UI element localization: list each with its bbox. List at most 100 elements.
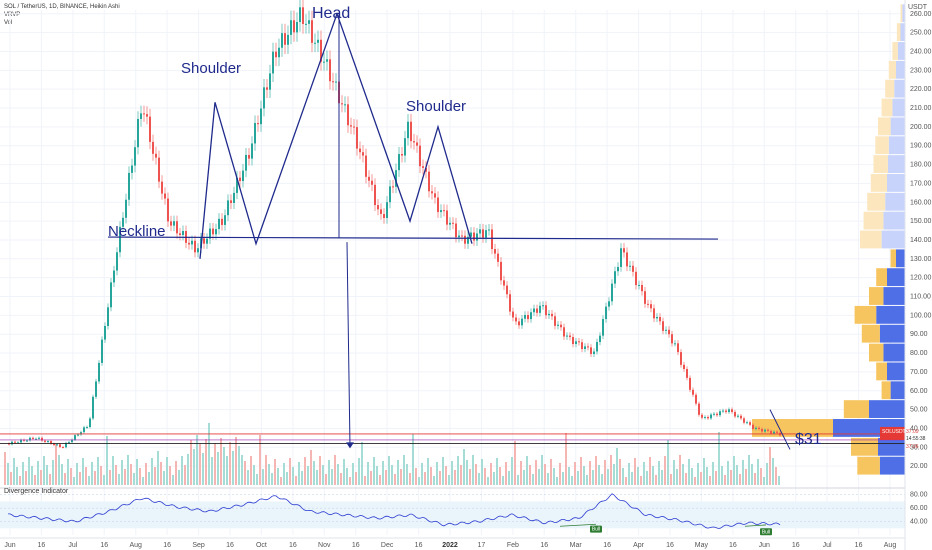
profile-bar-up — [857, 456, 880, 475]
profile-bar-up — [851, 437, 878, 456]
volume-bar — [598, 465, 600, 485]
volume-bar — [220, 438, 222, 485]
divergence-indicator-pane: 40.00 60.00 80.00 Bull Bull — [0, 487, 928, 536]
volume-bar — [721, 466, 723, 485]
y-tick-label: 220.00 — [910, 86, 932, 93]
volume-bar — [514, 441, 516, 485]
candle-body — [707, 416, 709, 419]
volume-bar — [154, 467, 156, 485]
indicator-tick-label: 80.00 — [910, 492, 928, 499]
profile-bar-up — [863, 211, 884, 230]
candle-body — [434, 193, 436, 198]
volume-bar — [655, 475, 657, 485]
volume-bar — [472, 455, 474, 485]
candle-body — [491, 229, 493, 250]
volume-bar — [601, 474, 603, 485]
volume-bar — [205, 439, 207, 485]
profile-bar-down — [876, 305, 905, 324]
volume-bar — [115, 465, 117, 485]
x-tick-label: 16 — [100, 542, 108, 549]
x-tick-label: 2022 — [442, 542, 458, 549]
y-tick-label: 100.00 — [910, 312, 932, 319]
volume-bar — [484, 468, 486, 485]
volume-bar — [640, 476, 642, 485]
candle-body — [308, 20, 310, 24]
volume-bar — [697, 463, 699, 485]
volume-bar — [22, 462, 24, 485]
profile-bar-down — [887, 268, 905, 287]
candle-body — [119, 226, 121, 253]
candle-body — [32, 437, 34, 439]
volume-bar — [232, 451, 234, 485]
profile-bar-down — [883, 287, 905, 305]
profile-bar-up — [854, 305, 877, 324]
volume-bar — [541, 455, 543, 485]
candle-body — [428, 171, 430, 192]
candle-body — [83, 427, 85, 433]
volume-bar — [517, 475, 519, 485]
volume-bar — [250, 456, 252, 485]
volume-bar — [409, 473, 411, 485]
volume-bar — [178, 470, 180, 485]
y-tick-label: 70.00 — [910, 369, 928, 376]
profile-bar-up — [881, 98, 893, 117]
volume-bar — [403, 455, 405, 485]
profile-bar-up — [867, 192, 886, 211]
volume-bar — [454, 470, 456, 485]
volume-bar — [175, 461, 177, 485]
candle-body — [602, 319, 604, 336]
candle-body — [479, 229, 481, 234]
volume-bar — [280, 477, 282, 485]
profile-bar-up — [876, 268, 887, 287]
indicator-tick-label: 40.00 — [910, 519, 928, 526]
candle-body — [704, 416, 706, 418]
volume-bar — [457, 456, 459, 485]
candle-body — [248, 154, 250, 159]
candle-body — [464, 235, 466, 244]
candle-body — [212, 228, 214, 235]
volume-bar — [367, 462, 369, 485]
volume-bar — [709, 476, 711, 485]
target-projection-line — [346, 242, 351, 448]
candle-body — [344, 104, 346, 106]
candle-body — [209, 228, 211, 239]
candle-body — [71, 439, 73, 443]
candle-body — [668, 329, 670, 335]
candle-body — [731, 409, 733, 412]
x-tick-label: 16 — [729, 542, 737, 549]
candle-body — [317, 39, 319, 43]
y-tick-label: 160.00 — [910, 199, 932, 206]
volume-bar — [463, 449, 465, 485]
candle-body — [518, 321, 520, 326]
candle-body — [89, 418, 91, 428]
volume-bar — [718, 432, 720, 485]
volume-bar — [16, 467, 18, 485]
candle-body — [554, 316, 556, 326]
candle-body — [593, 351, 595, 355]
candle-body — [23, 439, 25, 441]
candle-body — [314, 42, 316, 44]
profile-bar-down — [883, 211, 905, 230]
candle-body — [152, 141, 154, 154]
volume-bar — [157, 451, 159, 485]
x-tick-label: Nov — [318, 542, 331, 549]
volume-bar — [466, 460, 468, 485]
profile-bar-down — [890, 117, 905, 136]
candle-body — [686, 369, 688, 378]
target-price-label: $31 — [795, 431, 822, 448]
candle-body — [386, 202, 388, 219]
candle-body — [272, 51, 274, 74]
candle-body — [710, 414, 712, 419]
divergence-indicator-title: Divergence Indicator — [4, 488, 69, 495]
candle-body — [323, 61, 325, 63]
volume-bar — [562, 472, 564, 485]
bull-divergence-line — [559, 523, 597, 527]
volume-indicator-label[interactable]: Vol — [4, 20, 13, 26]
volume-bar — [97, 457, 99, 485]
vrvp-indicator-label[interactable]: VRVP — [4, 12, 21, 18]
candle-body — [77, 434, 79, 436]
profile-bar-up — [861, 324, 880, 343]
volume-bar — [643, 462, 645, 485]
